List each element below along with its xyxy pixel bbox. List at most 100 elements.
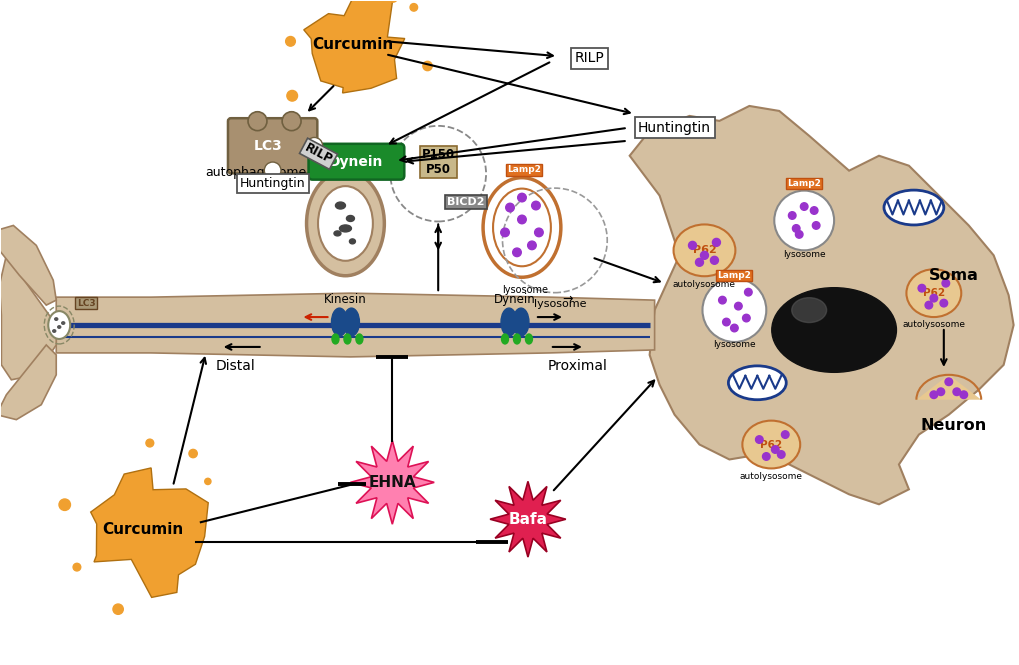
Circle shape	[518, 194, 526, 202]
Ellipse shape	[335, 202, 345, 209]
Circle shape	[942, 279, 949, 287]
Circle shape	[917, 285, 925, 292]
Ellipse shape	[673, 225, 735, 276]
Text: →: →	[562, 293, 573, 306]
PathPatch shape	[91, 468, 208, 597]
Text: Kinesin: Kinesin	[324, 293, 367, 306]
Circle shape	[702, 278, 765, 342]
Text: P62: P62	[692, 245, 715, 255]
Text: Curcumin: Curcumin	[102, 521, 183, 537]
Circle shape	[410, 3, 417, 11]
Circle shape	[959, 391, 967, 398]
Circle shape	[205, 478, 211, 485]
Text: autolysosome: autolysosome	[902, 320, 964, 329]
Circle shape	[248, 112, 267, 130]
Text: P62: P62	[922, 288, 944, 298]
Text: autolysosome: autolysosome	[673, 280, 736, 289]
Circle shape	[527, 241, 536, 249]
Ellipse shape	[501, 334, 508, 344]
Circle shape	[795, 231, 802, 238]
Ellipse shape	[728, 366, 786, 400]
Circle shape	[700, 251, 708, 259]
Ellipse shape	[331, 308, 347, 336]
Text: Lamp2: Lamp2	[716, 271, 751, 280]
Text: Dynein: Dynein	[329, 155, 383, 169]
Circle shape	[762, 453, 769, 460]
Circle shape	[264, 162, 280, 179]
Ellipse shape	[339, 225, 352, 232]
Text: Lamp2: Lamp2	[787, 179, 820, 188]
Text: Distal: Distal	[216, 359, 256, 373]
Circle shape	[711, 238, 719, 246]
Text: Bafa: Bafa	[507, 511, 547, 527]
Circle shape	[788, 211, 795, 219]
Circle shape	[730, 325, 738, 332]
Circle shape	[390, 126, 486, 221]
Ellipse shape	[513, 334, 520, 344]
Circle shape	[944, 378, 952, 386]
Ellipse shape	[883, 190, 943, 225]
Circle shape	[688, 241, 696, 249]
Text: Soma: Soma	[928, 268, 978, 283]
Ellipse shape	[331, 334, 338, 344]
Text: Dynein: Dynein	[493, 293, 535, 306]
Circle shape	[929, 295, 936, 302]
Circle shape	[388, 0, 397, 2]
Circle shape	[146, 439, 154, 447]
Text: BICD2: BICD2	[447, 197, 484, 207]
Text: P150
P50: P150 P50	[421, 148, 454, 176]
Ellipse shape	[333, 231, 340, 236]
Text: Huntingtin: Huntingtin	[638, 121, 710, 135]
Ellipse shape	[742, 421, 800, 468]
Circle shape	[809, 207, 817, 214]
Circle shape	[59, 499, 70, 511]
Text: autolysosome: autolysosome	[739, 472, 802, 481]
Circle shape	[513, 248, 521, 257]
Ellipse shape	[771, 288, 896, 372]
Text: Lamp2: Lamp2	[506, 165, 540, 174]
Circle shape	[282, 112, 301, 130]
Ellipse shape	[350, 239, 355, 244]
Ellipse shape	[356, 334, 363, 344]
Circle shape	[695, 258, 703, 266]
FancyBboxPatch shape	[309, 144, 404, 180]
Text: lysosome: lysosome	[501, 285, 547, 295]
Polygon shape	[915, 375, 980, 400]
Text: lysosome: lysosome	[533, 299, 586, 309]
FancyBboxPatch shape	[228, 118, 317, 174]
Circle shape	[285, 37, 296, 46]
Ellipse shape	[62, 322, 64, 325]
Circle shape	[505, 203, 514, 212]
Circle shape	[73, 563, 81, 571]
Circle shape	[781, 431, 789, 438]
Circle shape	[742, 315, 749, 322]
Circle shape	[792, 225, 799, 232]
Circle shape	[721, 319, 730, 326]
Circle shape	[113, 604, 123, 614]
PathPatch shape	[304, 0, 405, 93]
Circle shape	[936, 388, 944, 396]
Polygon shape	[0, 225, 56, 305]
Circle shape	[755, 436, 762, 444]
Circle shape	[518, 215, 526, 223]
Ellipse shape	[513, 308, 529, 336]
Circle shape	[286, 90, 298, 101]
Ellipse shape	[346, 215, 354, 221]
Text: lysosome: lysosome	[783, 250, 824, 259]
PathPatch shape	[489, 481, 566, 557]
Ellipse shape	[53, 330, 56, 332]
Ellipse shape	[343, 308, 359, 336]
Ellipse shape	[307, 171, 384, 276]
Text: Proximal: Proximal	[547, 359, 607, 373]
Text: Neuron: Neuron	[920, 418, 986, 433]
Polygon shape	[0, 255, 56, 380]
Text: LC3: LC3	[253, 139, 282, 153]
Ellipse shape	[791, 298, 825, 323]
Text: LC3: LC3	[76, 299, 96, 308]
Ellipse shape	[525, 334, 532, 344]
Text: EHNA: EHNA	[368, 475, 416, 490]
Circle shape	[500, 228, 508, 237]
Ellipse shape	[500, 308, 517, 336]
Ellipse shape	[492, 189, 550, 266]
Ellipse shape	[906, 269, 960, 317]
